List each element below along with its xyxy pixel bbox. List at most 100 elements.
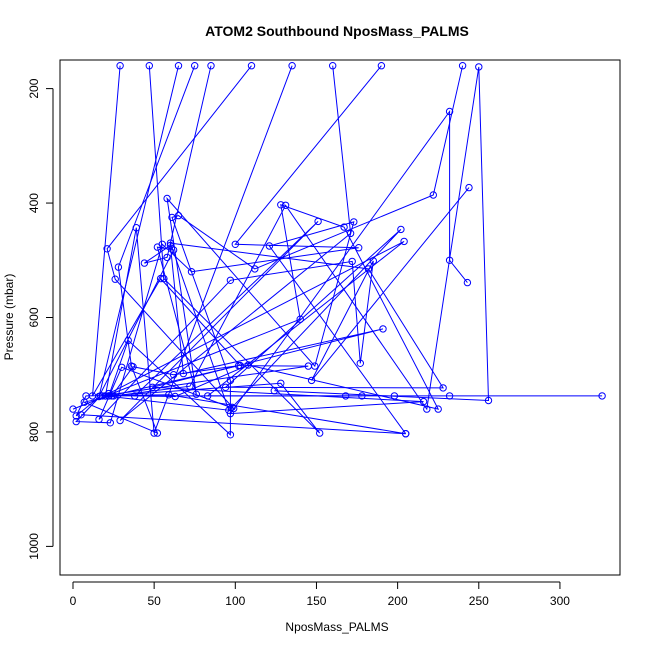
data-point [153,243,162,251]
data-point [355,244,363,252]
data-point [226,276,235,284]
data-point [116,61,124,70]
data-point [369,257,377,265]
x-tick-label: 100 [225,594,245,608]
x-tick-label: 150 [306,594,326,608]
x-tick-label: 200 [388,594,408,608]
data-point [179,369,188,378]
data-point [434,405,442,413]
data-point [171,392,179,401]
data-point [174,61,183,70]
data-point [342,392,350,400]
data-point [316,429,324,437]
data-point [103,245,111,253]
series-line [72,65,440,421]
series-9 [101,61,447,437]
data-point [140,259,149,267]
data-point [277,201,285,209]
data-point [296,315,304,323]
data-point [445,256,454,264]
data-point [101,392,110,400]
data-point [228,403,236,411]
data-point [166,239,175,247]
data-point [379,325,387,333]
data-point [244,361,253,369]
data-point [439,384,447,392]
series-line [98,65,407,434]
data-point [150,429,158,437]
data-point [69,405,77,413]
y-tick-label: 400 [27,193,41,213]
data-point [356,359,364,367]
data-point [163,194,171,203]
data-point [265,242,274,250]
data-point [207,61,215,70]
data-point [465,183,473,192]
series-6 [95,61,410,438]
data-point [350,218,358,226]
data-point [192,390,201,398]
chart-title: ATOM2 Southbound NposMass_PALMS [205,23,469,39]
data-point [484,396,493,405]
data-point [187,268,196,276]
series-line [108,65,490,434]
data-point [221,383,230,391]
plot-frame [59,59,621,576]
data-point [402,430,410,438]
data-point [145,61,154,70]
data-point [231,240,240,249]
data-point [400,237,408,246]
series-line [104,65,445,434]
series-8 [95,61,473,424]
data-point [166,241,175,250]
data-point [311,362,319,370]
series-line [144,65,468,415]
axes: 0 50 100 150 200 250 300 200 400 600 800 1000 [27,59,621,608]
data-point [111,275,119,283]
data-point [72,412,80,420]
data-point [598,392,606,400]
data-point [163,253,171,262]
data-point [129,363,137,371]
data-point [77,411,85,419]
data-point [168,213,176,222]
data-point [475,63,483,71]
data-point [397,225,405,234]
data-point [419,397,428,406]
data-point [114,263,123,271]
y-tick-label: 1000 [27,533,41,560]
plot-area [69,61,606,439]
data-point [429,191,437,199]
data-point [72,417,80,426]
x-axis-label: NposMass_PALMS [285,620,388,634]
data-point [106,419,115,427]
y-axis-label: Pressure (mbar) [2,274,16,361]
data-point [329,61,337,70]
data-point [131,392,139,400]
series-7 [140,61,472,418]
y-tick-label: 600 [27,307,41,327]
data-point [348,257,356,266]
data-point [118,363,126,371]
data-point [288,61,296,70]
x-tick-label: 300 [550,594,570,608]
data-point [191,61,199,70]
data-point [132,224,141,232]
x-tick-label: 50 [147,594,161,608]
data-point [463,278,472,287]
series-10 [69,61,442,425]
data-point [314,217,322,226]
data-point [377,61,386,70]
data-point [160,274,168,283]
data-point [358,392,366,400]
x-tick-label: 0 [70,594,77,608]
series-line [105,65,603,436]
series-line [98,65,470,420]
data-point [340,223,348,231]
series-5 [105,61,493,437]
y-tick-label: 200 [27,78,41,98]
data-point [346,229,355,238]
x-tick-label: 250 [469,594,489,608]
data-point [445,107,454,116]
